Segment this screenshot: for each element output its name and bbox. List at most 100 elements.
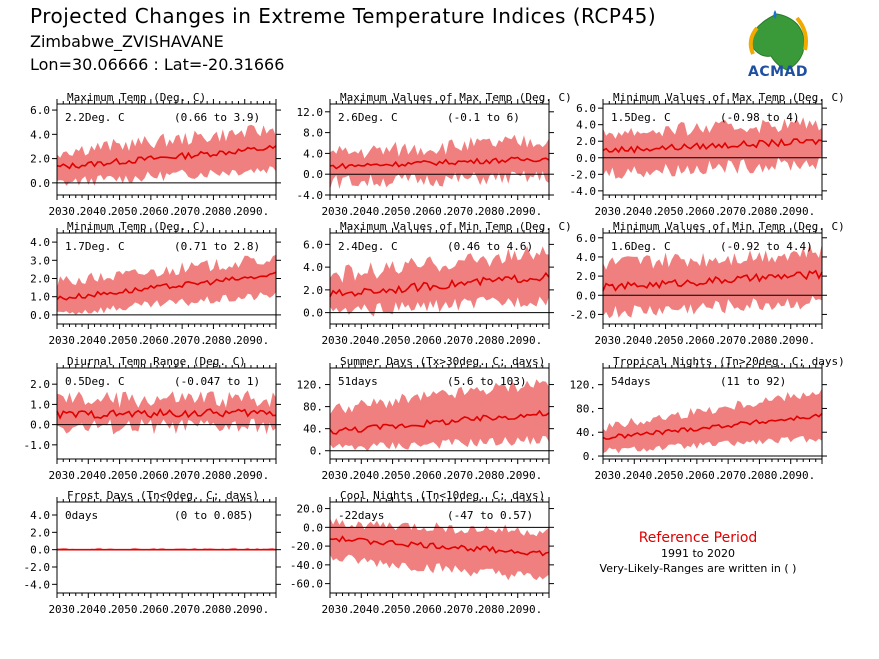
x-tick-label: 2060. <box>415 205 448 218</box>
x-tick-label: 2030. <box>321 469 354 482</box>
x-tick-label: 2090. <box>509 205 542 218</box>
page-title: Projected Changes in Extreme Temperature… <box>30 4 657 28</box>
plot-frame <box>329 232 550 325</box>
chart-title: Maximum Values of Max Temp (Deg. C) <box>340 91 572 104</box>
x-tick-label: 2040. <box>80 469 113 482</box>
x-tick-label: 2070. <box>174 205 207 218</box>
mean-change-label: 54days <box>611 375 651 388</box>
y-tick-label: -4.0 <box>570 185 597 198</box>
y-tick-label: 6.0 <box>576 232 596 245</box>
y-tick-label: 0. <box>310 445 323 458</box>
likely-range-label: (-47 to 0.57) <box>447 509 533 522</box>
x-tick-label: 2070. <box>720 334 753 347</box>
ensemble-mean-line <box>602 269 823 292</box>
x-tick-label: 2060. <box>415 469 448 482</box>
x-tick-label: 2090. <box>509 603 542 616</box>
likely-range-label: (0.66 to 3.9) <box>174 111 260 124</box>
x-tick-label: 2060. <box>688 469 721 482</box>
x-tick-label: 2090. <box>782 334 815 347</box>
mean-change-label: -22days <box>338 509 384 522</box>
likely-range-band <box>57 124 276 186</box>
x-tick-label: 2080. <box>751 334 784 347</box>
ensemble-mean-line <box>329 535 550 557</box>
x-tick-label: 2070. <box>174 334 207 347</box>
likely-range-band <box>330 246 549 317</box>
likely-range-label: (0.71 to 2.8) <box>174 240 260 253</box>
acmad-logo-icon <box>748 10 808 71</box>
x-tick-label: 2070. <box>447 469 480 482</box>
x-tick-label: 2040. <box>353 603 386 616</box>
y-tick-label: 2.0 <box>303 284 323 297</box>
x-tick-label: 2030. <box>594 469 627 482</box>
y-tick-label: 2.0 <box>576 135 596 148</box>
x-tick-label: 2090. <box>236 205 269 218</box>
x-tick-label: 2090. <box>236 603 269 616</box>
reference-period-years: 1991 to 2020 <box>660 547 736 560</box>
x-tick-label: 2070. <box>447 603 480 616</box>
y-tick-label: 0.0 <box>303 521 323 534</box>
y-tick-label: 0.0 <box>303 307 323 320</box>
x-tick-label: 2050. <box>657 469 690 482</box>
x-tick-label: 2030. <box>48 205 81 218</box>
chart-title: Cool Nights (Tn<10deg. C; days) <box>340 489 545 502</box>
ensemble-mean-line <box>56 144 277 170</box>
x-tick-label: 2090. <box>509 469 542 482</box>
x-tick-label: 2090. <box>782 205 815 218</box>
likely-range-label: (-0.98 to 4) <box>720 111 799 124</box>
chart-title: Tropical Nights (Tn>20deg. C; days) <box>613 355 845 368</box>
chart-title: Frost Days (Tn<0deg. C; days) <box>67 489 259 502</box>
y-tick-label: -2.0 <box>570 168 597 181</box>
location-coordinates: Lon=30.06666 : Lat=-20.31666 <box>30 55 285 74</box>
likely-range-band <box>57 390 276 435</box>
x-tick-label: 2040. <box>353 334 386 347</box>
y-tick-label: 2.0 <box>30 526 50 539</box>
y-tick-label: -60.0 <box>290 578 323 591</box>
y-tick-label: 4.0 <box>576 251 596 264</box>
x-tick-label: 2080. <box>478 603 511 616</box>
plot-frame <box>56 501 277 594</box>
x-tick-label: 2050. <box>111 205 144 218</box>
x-tick-label: 2030. <box>48 603 81 616</box>
x-tick-label: 2030. <box>321 334 354 347</box>
likely-range-label: (11 to 92) <box>720 375 786 388</box>
x-tick-label: 2070. <box>447 205 480 218</box>
y-tick-label: -2.0 <box>24 561 51 574</box>
y-tick-label: 4.0 <box>303 261 323 274</box>
y-tick-label: -1.0 <box>24 439 51 452</box>
plot-frame <box>602 103 823 196</box>
y-tick-label: -20.0 <box>290 540 323 553</box>
y-tick-label: 80. <box>576 402 596 415</box>
x-tick-label: 2080. <box>478 469 511 482</box>
location-name: Zimbabwe_ZVISHAVANE <box>30 32 224 51</box>
plot-frame <box>329 501 550 594</box>
x-tick-label: 2050. <box>384 469 417 482</box>
x-tick-label: 2090. <box>236 334 269 347</box>
x-tick-label: 2050. <box>657 205 690 218</box>
x-tick-label: 2090. <box>782 469 815 482</box>
y-tick-label: 2.0 <box>30 378 50 391</box>
y-tick-label: 12.0 <box>297 106 324 119</box>
x-tick-label: 2070. <box>174 603 207 616</box>
x-tick-label: 2050. <box>384 205 417 218</box>
x-tick-label: 2060. <box>688 334 721 347</box>
y-tick-label: 4.0 <box>30 128 50 141</box>
reference-period-title: Reference Period <box>638 530 758 546</box>
x-tick-label: 2090. <box>236 469 269 482</box>
x-tick-label: 2080. <box>751 205 784 218</box>
ensemble-mean-line <box>602 138 823 154</box>
y-tick-label: 6.0 <box>30 104 50 117</box>
y-tick-label: 40. <box>576 426 596 439</box>
reference-period-note: Very-Likely-Ranges are written in ( ) <box>599 562 797 575</box>
mean-change-label: 2.6Deg. C <box>338 111 398 124</box>
y-tick-label: 120. <box>570 379 597 392</box>
plot-frame <box>56 103 277 196</box>
ensemble-mean-line <box>56 407 277 420</box>
x-tick-label: 2040. <box>626 334 659 347</box>
chart-title: Minimum Values of Max Temp (Deg. C) <box>613 91 845 104</box>
y-tick-label: 120. <box>297 379 324 392</box>
likely-range-band <box>603 388 822 454</box>
x-tick-label: 2080. <box>751 469 784 482</box>
x-tick-label: 2080. <box>205 334 238 347</box>
x-tick-label: 2090. <box>509 334 542 347</box>
